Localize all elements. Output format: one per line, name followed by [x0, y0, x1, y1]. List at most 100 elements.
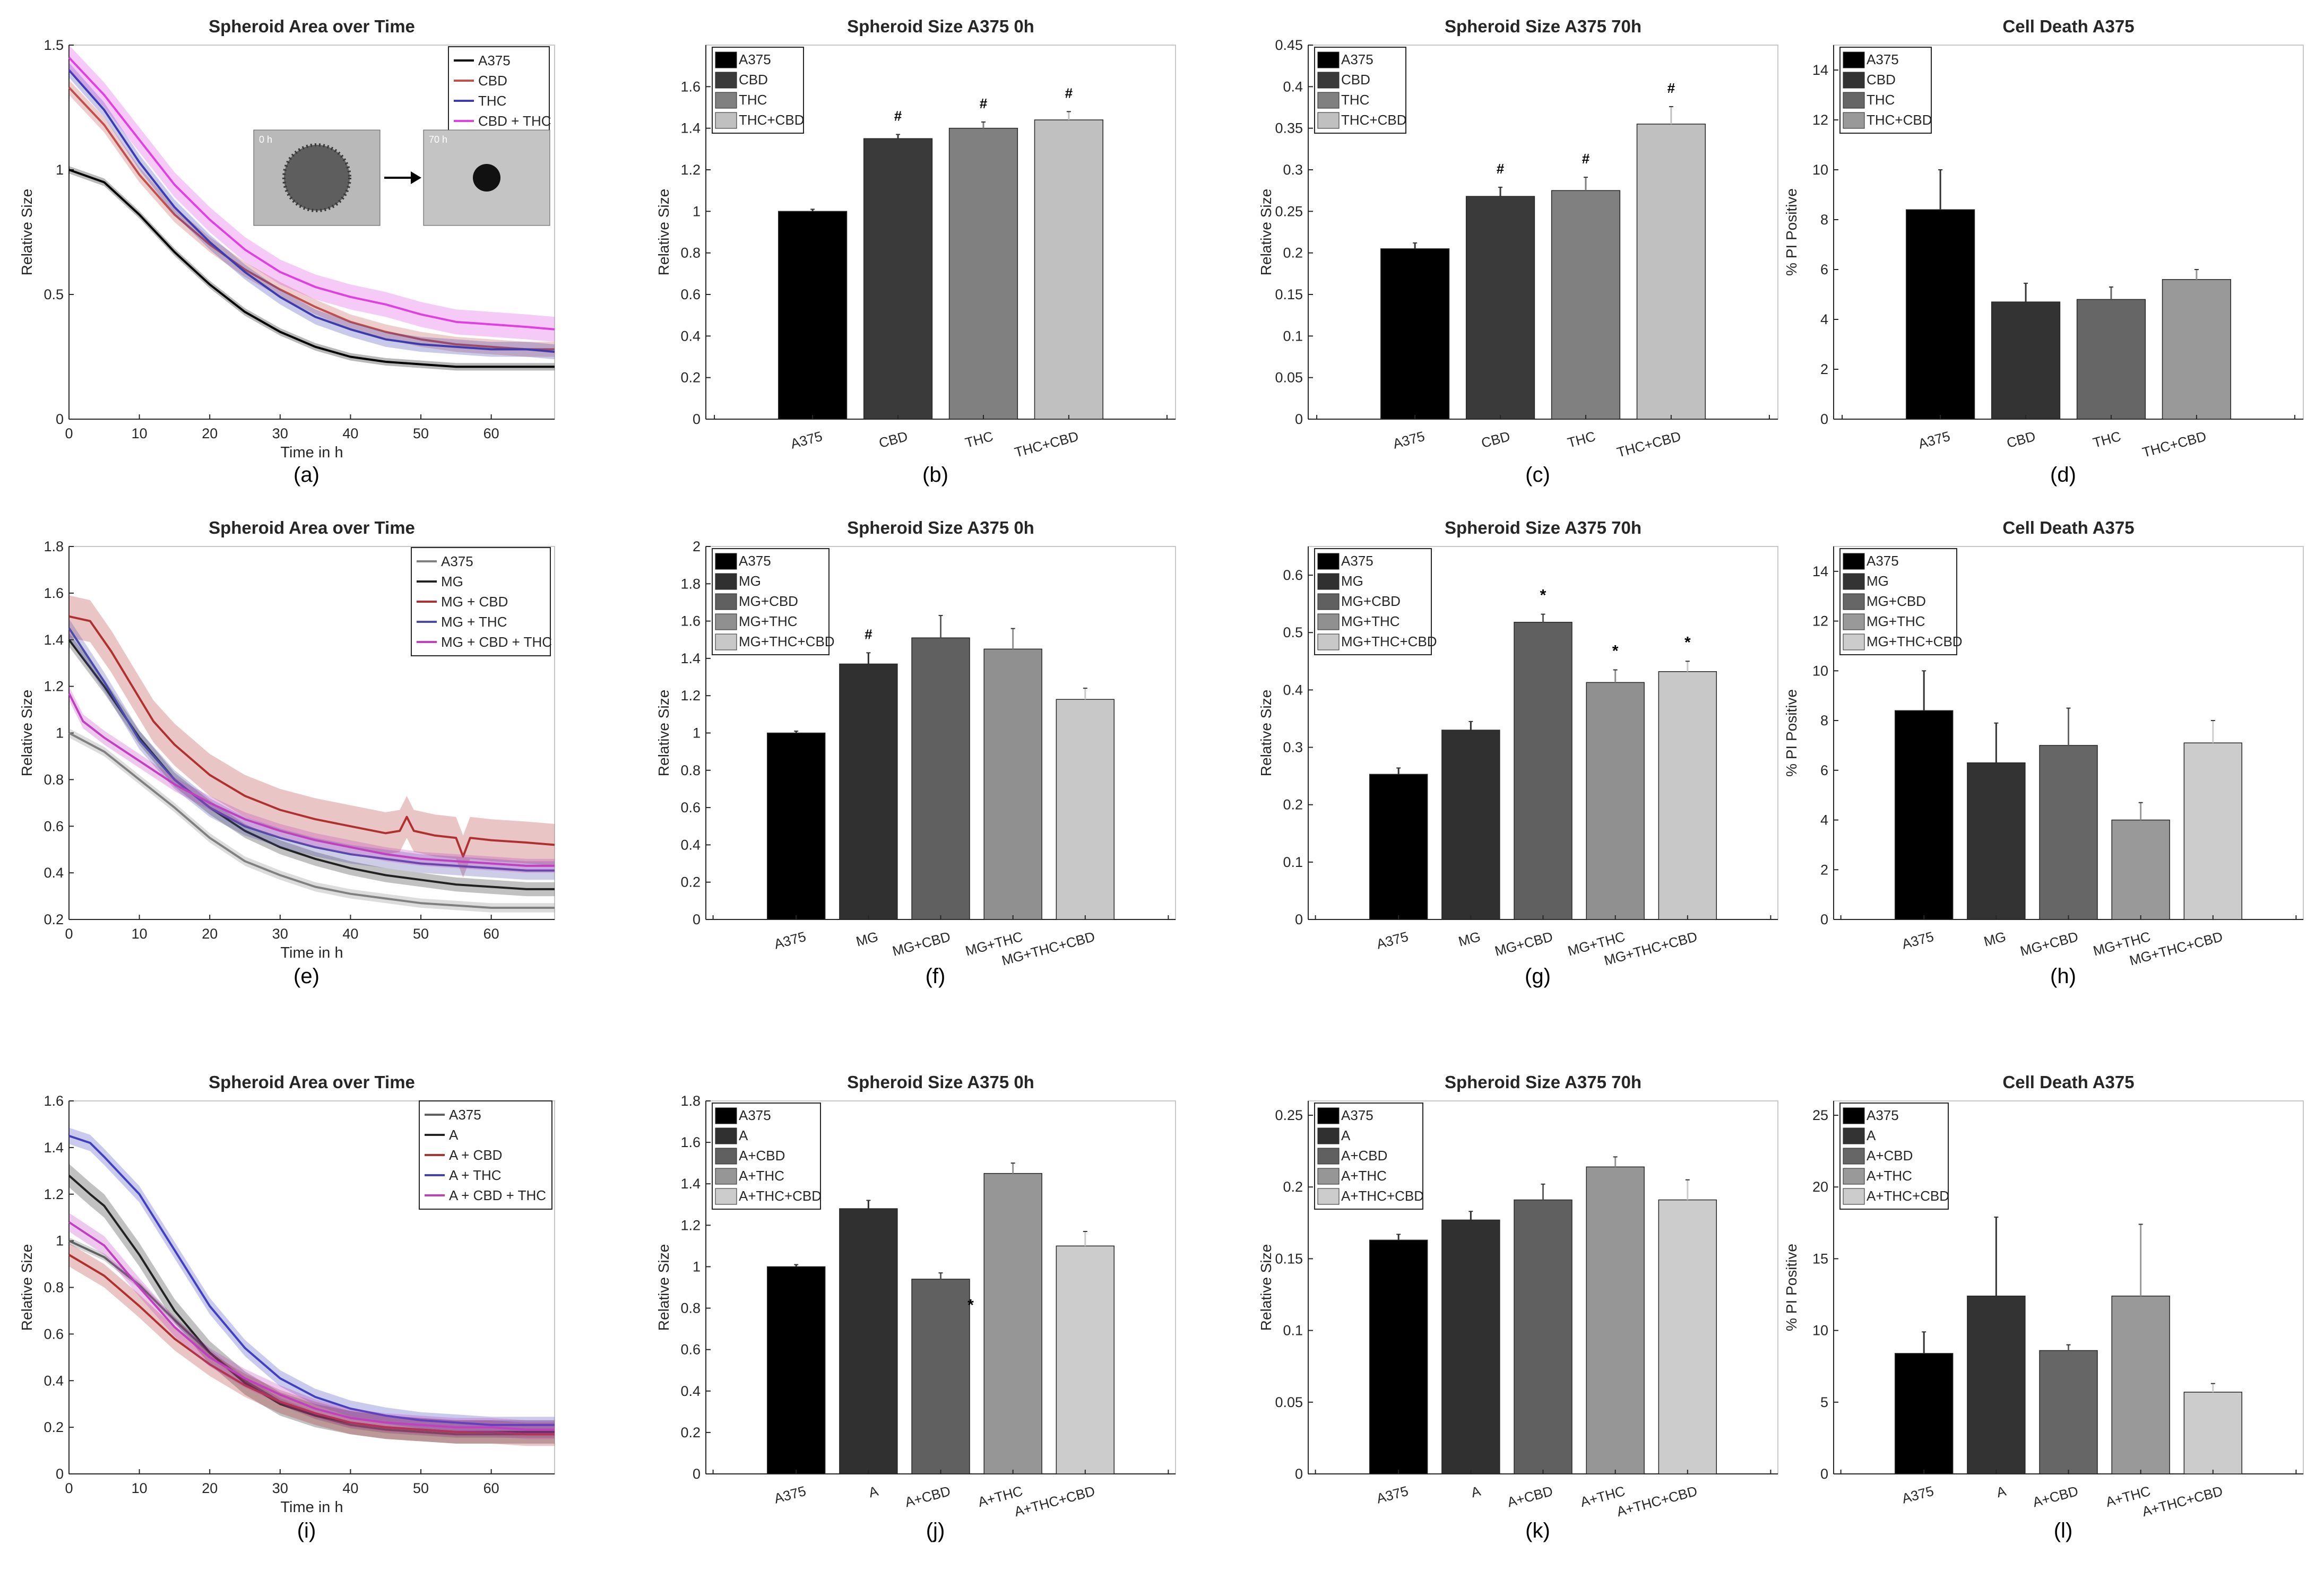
- legend: A375 CBD THC THC+CBD: [1315, 47, 1407, 133]
- legend-label: THC+CBD: [739, 112, 805, 128]
- y-tick-label: 0: [56, 411, 64, 427]
- chart-title: Spheroid Size A375 70h: [1445, 518, 1642, 537]
- panel-label: (f): [926, 965, 946, 988]
- y-tick-label: 1.4: [44, 632, 64, 648]
- category-label-a: A: [867, 1483, 880, 1501]
- legend-label: THC: [739, 92, 767, 108]
- y-tick-label: 0.2: [1283, 245, 1303, 261]
- legend-swatch: [1843, 112, 1864, 128]
- legend-swatch: [1318, 634, 1339, 650]
- x-tick-label: 0: [65, 1480, 73, 1496]
- bar-a-plus-thc: [1586, 1167, 1644, 1474]
- bar-chart-panel: 0 0.05 0.1 0.15 0.2 0.25 0.3 0.35 0.4 0.45 Spheroi…: [1258, 16, 1778, 487]
- legend-swatch: [1843, 1108, 1864, 1124]
- y-tick-label: 6: [1820, 762, 1828, 778]
- legend-label: CBD + THC: [478, 113, 551, 129]
- legend-swatch: [1318, 1188, 1339, 1204]
- category-label-a-plus-cbd: A+CBD: [903, 1483, 952, 1511]
- y-tick-label: 1.2: [44, 679, 64, 695]
- significance-marker: #: [1065, 85, 1073, 101]
- y-axis-label: Relative Size: [655, 690, 672, 776]
- legend-swatch: [1318, 553, 1339, 569]
- category-label-thc: THC: [1566, 428, 1597, 451]
- significance-marker: #: [1668, 80, 1675, 96]
- legend-label: CBD: [739, 72, 768, 88]
- bar-mg-plus-thc-plus-cbd: [1658, 672, 1716, 919]
- bar-thc: [949, 128, 1018, 419]
- y-tick-label: 4: [1820, 812, 1828, 828]
- legend-label: A+THC+CBD: [1867, 1188, 1949, 1204]
- category-label-thc-plus-cbd: THC+CBD: [2140, 428, 2208, 461]
- legend: A375 CBD THC THC+CBD: [1840, 47, 1932, 133]
- legend-swatch: [715, 112, 737, 128]
- legend-swatch: [715, 1148, 737, 1164]
- y-axis-label: Relative Size: [19, 189, 35, 275]
- legend-label: A: [1867, 1127, 1876, 1143]
- significance-marker: *: [1684, 633, 1691, 651]
- bar-thc: [2077, 299, 2146, 419]
- legend-swatch: [1318, 112, 1339, 128]
- y-axis-label: Relative Size: [19, 690, 35, 776]
- legend-label: MG: [1341, 573, 1363, 589]
- y-tick-label: 1: [693, 1258, 701, 1274]
- y-tick-label: 0.15: [1275, 1251, 1303, 1266]
- panel-label: (j): [926, 1519, 945, 1542]
- category-label-a-plus-thc-plus-cbd: A+THC+CBD: [1615, 1483, 1699, 1520]
- y-tick-label: 0.1: [1283, 1323, 1303, 1339]
- figure: 00.511.5Spheroid Area over TimeRelative …: [0, 0, 2324, 1571]
- y-tick-label: 0.1: [1283, 854, 1303, 870]
- y-tick-label: 0.4: [680, 1383, 701, 1399]
- category-label-a-plus-thc-plus-cbd: A+THC+CBD: [2140, 1483, 2224, 1520]
- legend-swatch: [1318, 614, 1339, 630]
- y-axis-label: Relative Size: [655, 189, 672, 275]
- legend-label: A375: [1341, 1107, 1373, 1123]
- legend-label: A375: [478, 53, 511, 68]
- bar-a: [1967, 1296, 2025, 1474]
- bar-cbd: [1466, 196, 1535, 419]
- chart-title: Spheroid Size A375 0h: [847, 16, 1034, 36]
- y-tick-label: 2: [1820, 862, 1828, 878]
- bar-mg-plus-cbd: [2040, 745, 2097, 919]
- category-label-mg: MG: [1982, 928, 2008, 950]
- x-tick-label: 20: [202, 926, 218, 942]
- panel-label: (i): [297, 1519, 316, 1542]
- category-label-a375: A375: [1375, 928, 1410, 952]
- y-tick-label: 1.4: [680, 120, 701, 136]
- bar-mg-plus-thc: [984, 649, 1042, 919]
- y-tick-label: 0.8: [680, 245, 701, 261]
- legend-label: MG+THC: [1341, 613, 1400, 629]
- y-tick-label: 0.8: [44, 1280, 64, 1296]
- y-tick-label: 1.8: [680, 576, 701, 592]
- category-label-cbd: CBD: [1480, 428, 1512, 451]
- legend: A375MGMG + CBDMG + THCMG + CBD + THC: [411, 548, 552, 656]
- significance-marker: #: [1582, 151, 1590, 167]
- legend-swatch: [715, 634, 737, 650]
- line-chart-panel: 0.20.40.60.811.21.41.61.8Spheroid Area o…: [19, 518, 555, 988]
- bar-a-plus-thc: [984, 1174, 1042, 1474]
- x-tick-label: 10: [132, 426, 148, 441]
- y-tick-label: 0.6: [680, 1342, 701, 1358]
- legend-swatch: [715, 1108, 737, 1124]
- legend-label: MG+THC: [739, 613, 798, 629]
- y-tick-label: 0.15: [1275, 287, 1303, 302]
- y-tick-label: 0.35: [1275, 120, 1303, 136]
- y-tick-label: 0.4: [44, 1373, 64, 1388]
- legend-label: A: [1341, 1127, 1351, 1143]
- y-tick-label: 0: [693, 1466, 701, 1482]
- y-tick-label: 0: [1820, 912, 1828, 927]
- legend-swatch: [715, 1188, 737, 1204]
- y-tick-label: 0.05: [1275, 1394, 1303, 1410]
- legend-swatch: [1318, 1168, 1339, 1184]
- bar-a375: [767, 733, 825, 920]
- y-tick-label: 0.45: [1275, 37, 1303, 53]
- bar-mg-plus-thc: [2112, 820, 2170, 919]
- inset-images: 0 h 70 h: [254, 130, 550, 225]
- y-tick-label: 0.8: [680, 762, 701, 778]
- category-label-a-plus-cbd: A+CBD: [2031, 1483, 2080, 1511]
- bar-mg-plus-thc: [1586, 682, 1644, 919]
- legend-swatch: [1843, 614, 1864, 630]
- legend-label: A: [739, 1127, 748, 1143]
- y-tick-label: 0.2: [680, 874, 701, 890]
- legend-label: THC: [1867, 92, 1895, 108]
- category-label-mg-plus-cbd: MG+CBD: [2018, 928, 2080, 959]
